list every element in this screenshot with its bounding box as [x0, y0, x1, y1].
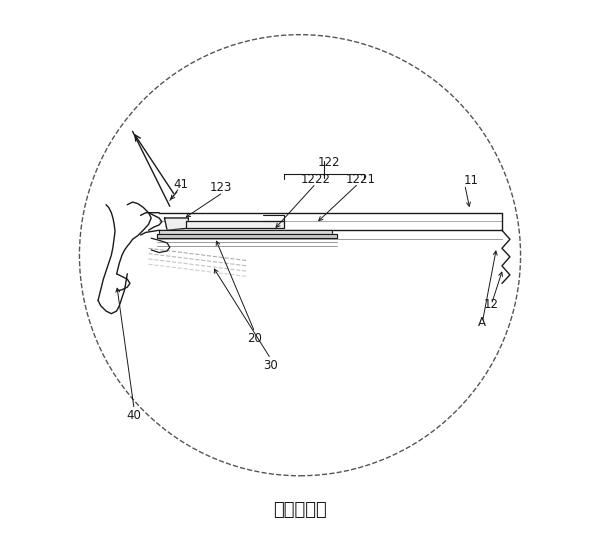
Text: 123: 123: [210, 181, 233, 194]
Text: 20: 20: [247, 332, 262, 345]
Text: A: A: [478, 316, 486, 329]
Text: 30: 30: [263, 359, 278, 372]
Text: 《第五圖》: 《第五圖》: [273, 502, 327, 519]
Text: 41: 41: [173, 178, 188, 191]
Text: 12: 12: [484, 298, 499, 311]
Text: 11: 11: [464, 174, 479, 187]
Text: 40: 40: [127, 409, 142, 422]
Text: 1221: 1221: [346, 173, 376, 186]
Polygon shape: [164, 218, 188, 230]
Polygon shape: [159, 230, 332, 235]
Text: 122: 122: [318, 156, 340, 169]
Polygon shape: [157, 235, 337, 238]
Text: 1222: 1222: [301, 173, 331, 186]
Polygon shape: [186, 221, 284, 228]
